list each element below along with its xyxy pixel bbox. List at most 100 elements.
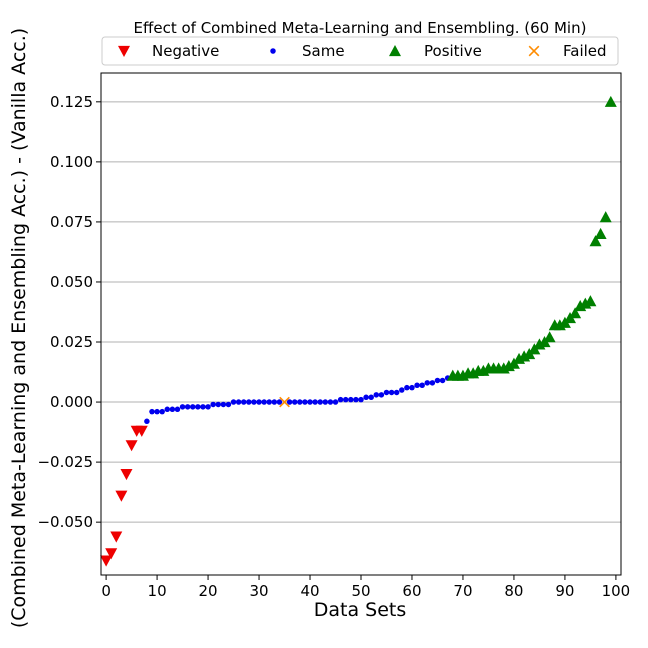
data-point [322,399,329,405]
y-tick-label: 0.125 [50,93,93,111]
data-point [327,399,334,405]
data-point [594,227,607,240]
data-point [312,399,318,405]
data-point [135,425,148,437]
x-tick-label: 80 [504,582,523,600]
data-point [286,399,293,405]
data-point [337,396,344,403]
data-point [105,548,118,560]
y-tick-label: 0.000 [50,393,93,411]
x-tick-label: 50 [351,582,370,600]
data-point [110,531,123,543]
y-axis-label: (Combined Meta-Learning and Ensembling A… [8,28,30,628]
y-tick-label: 0.025 [50,333,93,351]
legend-marker [528,45,540,57]
data-point [599,211,612,223]
x-tick-label: 30 [249,582,268,600]
data-point [120,469,133,481]
data-point [589,235,602,247]
data-point [317,399,323,405]
data-point [235,399,242,405]
data-point [419,382,425,388]
data-point [144,418,150,425]
data-point [302,399,308,405]
x-tick-label: 90 [555,582,574,600]
data-point [604,95,617,107]
y-tick-label: 0.100 [50,153,93,171]
data-point [388,389,395,396]
x-axis: 0 10 20 30 40 50 60 70 80 90 100 [101,575,630,600]
data-point [174,406,181,413]
x-tick-label: 60 [402,582,421,600]
y-axis: −0.050 −0.025 0.000 0.025 0.050 0.075 0.100 0.1… [37,93,101,531]
data-point [584,295,597,307]
data-point [353,396,359,403]
x-tick-label: 0 [101,582,111,600]
data-point [256,399,262,405]
data-point [297,399,303,405]
data-point [205,404,211,410]
data-point [184,404,191,410]
data-point [342,396,349,403]
data-point [215,401,222,408]
y-tick-label: 0.050 [50,273,93,291]
data-point [195,404,201,410]
plot-frame [100,72,622,576]
data-point [368,394,374,401]
x-tick-label: 20 [199,582,218,600]
x-tick-label: 40 [300,582,319,600]
y-tick-label: 0.075 [50,213,93,231]
x-axis-label: Data Sets [314,599,407,621]
y-tick-label: −0.025 [37,453,93,471]
data-point [251,399,257,405]
data-point [149,408,155,415]
data-point [100,555,113,567]
data-point [373,392,380,398]
data-point [378,392,385,398]
x-tick-label: 10 [148,582,167,600]
data-point [246,399,252,405]
data-point [399,387,405,393]
data-point [261,399,267,405]
data-point [276,399,283,405]
data-point [266,399,272,405]
data-point [125,440,138,452]
data-point [271,399,278,405]
data-point [543,331,556,343]
legend-label: Same [302,42,345,60]
x-tick-label: 100 [602,582,631,600]
data-point [439,377,446,384]
data-point [393,389,400,396]
grid-lines [101,101,621,523]
legend-marker [118,45,130,57]
data-point [190,404,196,410]
data-point [169,406,176,413]
data-point [225,401,232,408]
data-point [409,384,415,391]
legend-label: Failed [563,42,607,60]
x-tick-label: 70 [453,582,472,600]
data-point [348,396,354,403]
data-point [159,408,165,415]
legend-label: Negative [152,42,219,60]
data-point [115,490,128,502]
data-point [404,384,410,391]
data-point [414,382,420,388]
data-point [164,406,171,413]
data-point [383,389,390,396]
data-point [200,404,206,410]
data-point [363,394,369,401]
data-point [230,399,237,405]
data-point [291,399,298,405]
legend-marker [270,48,276,54]
y-tick-label: −0.050 [37,513,93,531]
data-point [434,377,441,384]
legend-marker [389,45,401,57]
data-point [307,399,313,405]
data-point [429,380,436,386]
legend-box [101,36,619,66]
data-point [279,396,290,408]
legend-label: Positive [424,42,482,60]
data-point [332,399,339,405]
